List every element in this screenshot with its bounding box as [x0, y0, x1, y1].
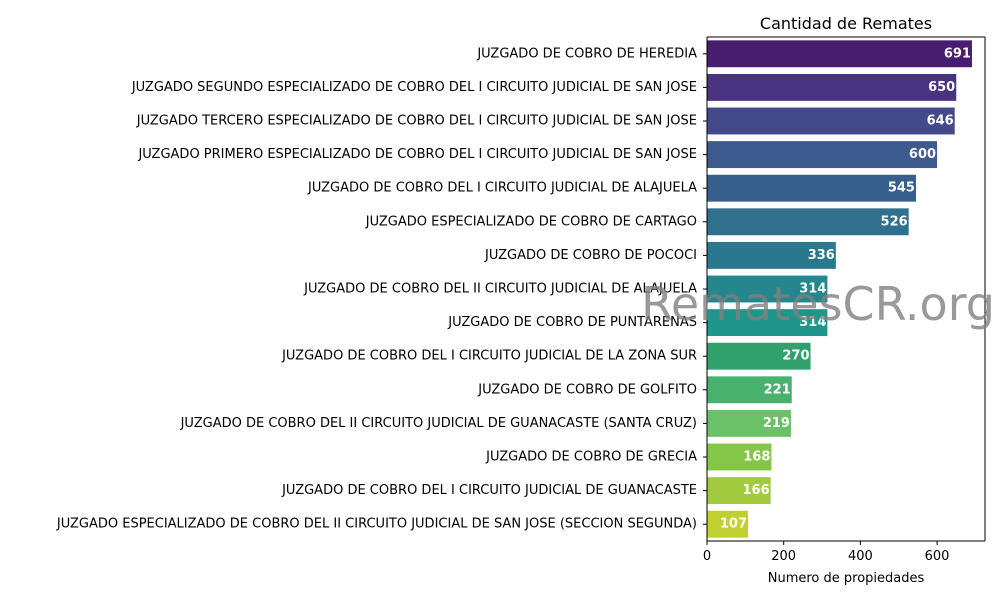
category-label: JUZGADO ESPECIALIZADO DE COBRO DEL II CI… — [56, 517, 697, 532]
value-label: 314 — [799, 315, 826, 330]
category-label: JUZGADO DE COBRO DEL I CIRCUITO JUDICIAL… — [281, 349, 697, 364]
category-label: JUZGADO DE COBRO DEL I CIRCUITO JUDICIAL… — [307, 181, 697, 196]
bar — [707, 174, 916, 202]
category-label: JUZGADO DE COBRO DE POCOCI — [484, 248, 697, 263]
value-label: 600 — [909, 147, 936, 162]
bar — [707, 342, 811, 370]
bar — [707, 208, 909, 236]
x-tick-label: 0 — [703, 549, 711, 564]
bar — [707, 376, 792, 404]
category-label: JUZGADO DE COBRO DE HEREDIA — [476, 46, 697, 61]
watermark: RematesCR.org — [641, 277, 995, 331]
bar — [707, 141, 938, 169]
bar — [707, 40, 972, 68]
x-tick-label: 200 — [771, 549, 796, 564]
bar — [707, 443, 772, 471]
category-label: JUZGADO DE COBRO DEL II CIRCUITO JUDICIA… — [180, 416, 697, 431]
bar — [707, 510, 749, 538]
value-label: 646 — [927, 114, 954, 129]
category-label: JUZGADO TERCERO ESPECIALIZADO DE COBRO D… — [136, 114, 697, 129]
bar — [707, 275, 828, 303]
value-label: 168 — [743, 450, 770, 465]
x-tick-label: 400 — [848, 549, 873, 564]
category-label: JUZGADO DE COBRO DE GRECIA — [485, 450, 697, 465]
category-label: JUZGADO DE COBRO DE PUNTARENAS — [447, 315, 697, 330]
value-label: 166 — [743, 483, 770, 498]
axes — [706, 36, 986, 542]
category-label: JUZGADO ESPECIALIZADO DE COBRO DE CARTAG… — [365, 214, 697, 229]
bar — [707, 107, 955, 135]
bars-layer — [707, 40, 972, 538]
value-label: 221 — [764, 382, 791, 397]
value-labels: 691 650 646 600 545 526 336 314 314 270 221 219 168 1… — [720, 46, 971, 531]
bar — [707, 73, 957, 101]
bar — [707, 477, 771, 505]
value-label: 314 — [799, 282, 826, 297]
category-label: JUZGADO DE COBRO DEL I CIRCUITO JUDICIAL… — [281, 483, 697, 498]
bar — [707, 409, 791, 437]
x-ticks: 0 200 400 600 — [703, 541, 950, 564]
bar — [707, 309, 828, 337]
value-label: 650 — [928, 80, 955, 95]
category-label: JUZGADO SEGUNDO ESPECIALIZADO DE COBRO D… — [131, 80, 697, 95]
value-label: 219 — [763, 416, 790, 431]
value-label: 336 — [808, 248, 835, 263]
category-labels: JUZGADO DE COBRO DE HEREDIA JUZGADO SEGUN… — [56, 46, 707, 532]
chart-title: Cantidad de Remates — [760, 14, 932, 33]
x-axis-label: Numero de propiedades — [768, 571, 925, 586]
value-label: 545 — [888, 181, 915, 196]
category-label: JUZGADO PRIMERO ESPECIALIZADO DE COBRO D… — [137, 147, 697, 162]
value-label: 691 — [944, 46, 971, 61]
value-label: 270 — [782, 349, 809, 364]
x-tick-label: 600 — [925, 549, 950, 564]
category-label: JUZGADO DE COBRO DE GOLFITO — [477, 382, 697, 397]
value-label: 526 — [881, 214, 908, 229]
category-label: JUZGADO DE COBRO DEL II CIRCUITO JUDICIA… — [303, 282, 697, 297]
value-label: 107 — [720, 517, 747, 532]
bar — [707, 241, 836, 269]
